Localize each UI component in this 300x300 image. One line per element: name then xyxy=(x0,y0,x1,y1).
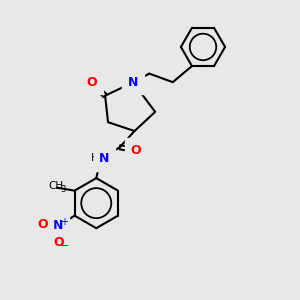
Text: CH: CH xyxy=(48,181,63,191)
Text: O: O xyxy=(37,218,47,231)
Text: 3: 3 xyxy=(61,185,66,194)
Text: H: H xyxy=(91,152,100,163)
Text: +: + xyxy=(60,217,68,226)
Text: O: O xyxy=(54,236,64,249)
Text: O: O xyxy=(86,76,97,89)
Text: N: N xyxy=(99,152,110,166)
Text: N: N xyxy=(128,76,138,89)
Text: N: N xyxy=(53,220,64,232)
Text: −: − xyxy=(60,241,70,251)
Text: O: O xyxy=(131,144,141,157)
